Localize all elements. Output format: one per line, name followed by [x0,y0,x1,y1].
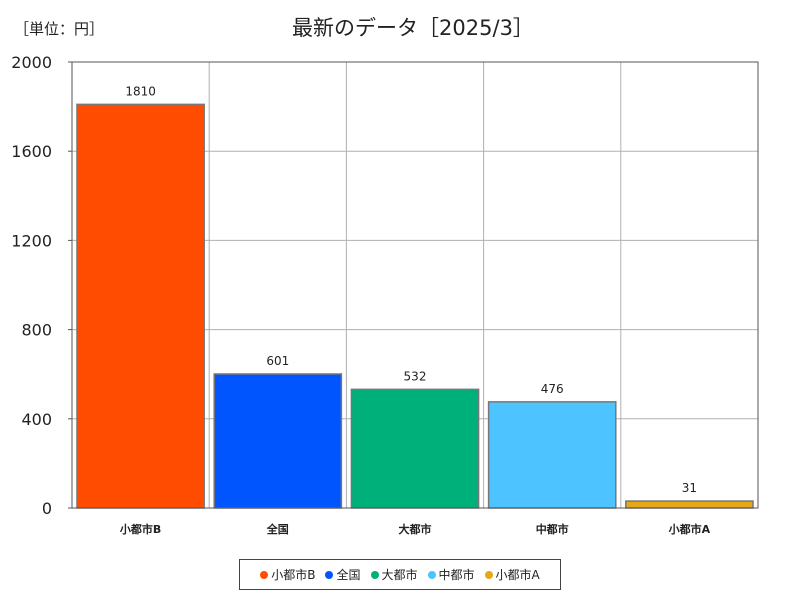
chart-title: 最新のデータ［2025/3］ [292,16,534,40]
bar [625,500,754,509]
legend-item: 中都市 [427,566,475,583]
x-tick-label: 中都市 [536,522,569,536]
y-tick-label: 400 [21,410,52,429]
legend-label: 小都市B [271,568,316,582]
legend: 小都市B 全国 大都市 中都市 小都市A [239,559,561,590]
y-tick-label: 1200 [11,231,52,250]
y-tick-label: 1600 [11,142,52,161]
data-label: 601 [266,354,289,368]
data-label: 476 [541,382,564,396]
legend-swatch [370,570,379,579]
labels: 0 400 800 1200 1600 2000 1810 小都市B 601 全国 532 大都市 47… [11,53,710,536]
legend-swatch [484,570,493,579]
unit-label: ［単位：円］ [14,20,104,38]
legend-label: 大都市 [381,568,418,582]
bars [76,103,754,509]
legend-label: 小都市A [495,568,540,582]
legend-item: 小都市A [484,566,540,583]
legend-label: 全国 [336,568,361,582]
legend-swatch [427,570,436,579]
y-tick-label: 0 [42,499,52,518]
data-label: 31 [682,481,697,495]
plot-frame [71,61,759,509]
legend-label: 中都市 [438,568,475,582]
legend-item: 小都市B [260,566,315,583]
y-tick-label: 2000 [11,53,52,72]
legend-swatch [260,570,269,579]
data-label: 1810 [125,84,156,98]
x-tick-label: 全国 [266,522,289,536]
bar [213,373,343,509]
bar [76,103,205,509]
bar [487,401,617,509]
axes [68,61,759,509]
legend-item: 全国 [325,566,361,583]
x-tick-label: 小都市B [119,522,161,536]
legend-item: 大都市 [370,566,418,583]
y-tick-label: 800 [21,321,52,340]
legend-swatch [325,570,334,579]
x-tick-label: 大都市 [399,522,432,536]
x-tick-label: 小都市A [668,522,711,536]
bar [350,388,480,509]
data-label: 532 [404,369,427,383]
